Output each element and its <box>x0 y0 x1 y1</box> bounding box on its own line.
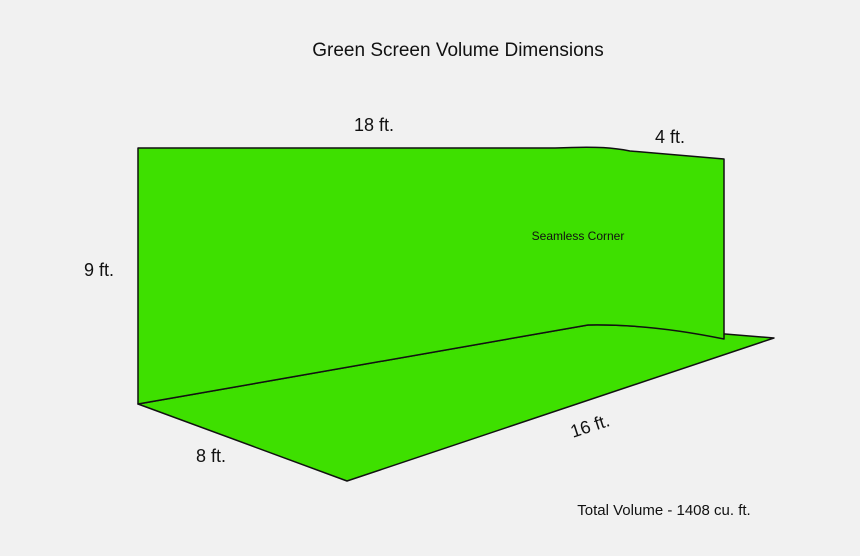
diagram-title: Green Screen Volume Dimensions <box>312 40 603 61</box>
width-label: 18 ft. <box>354 115 394 135</box>
height-label: 9 ft. <box>84 260 114 280</box>
floor-length-label: 16 ft. <box>568 410 612 441</box>
side-width-label: 4 ft. <box>655 127 685 147</box>
seamless-corner-label: Seamless Corner <box>532 229 625 243</box>
back-wall-panel <box>137 146 725 405</box>
depth-label: 8 ft. <box>196 446 226 466</box>
total-volume-label: Total Volume - 1408 cu. ft. <box>577 502 750 519</box>
